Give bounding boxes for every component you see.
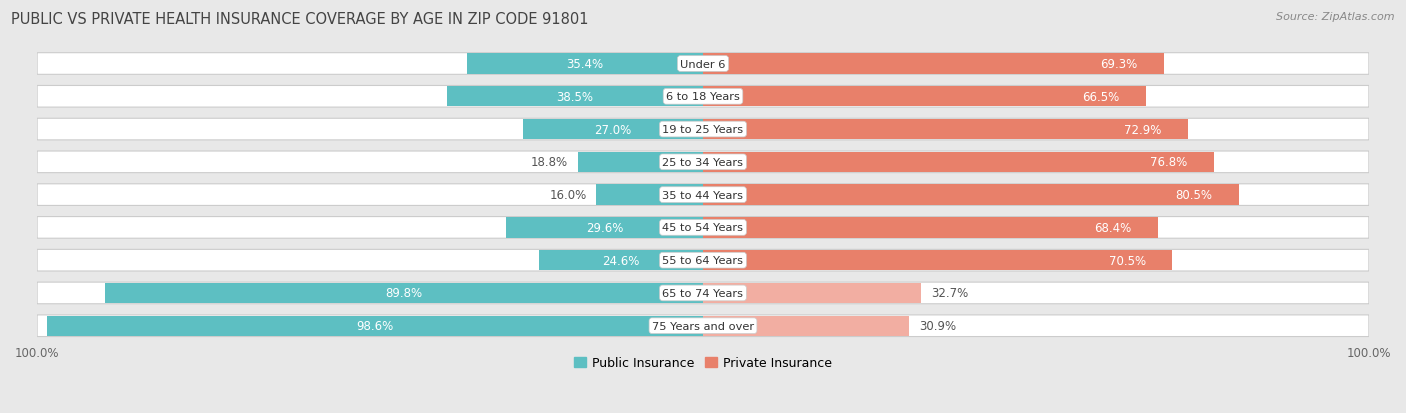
Bar xyxy=(506,218,703,238)
Bar xyxy=(46,316,703,336)
Bar xyxy=(703,54,1164,74)
Text: 6 to 18 Years: 6 to 18 Years xyxy=(666,92,740,102)
Text: 29.6%: 29.6% xyxy=(586,221,623,234)
Text: Source: ZipAtlas.com: Source: ZipAtlas.com xyxy=(1277,12,1395,22)
Text: 27.0%: 27.0% xyxy=(595,123,631,136)
Legend: Public Insurance, Private Insurance: Public Insurance, Private Insurance xyxy=(568,351,838,374)
Text: 45 to 54 Years: 45 to 54 Years xyxy=(662,223,744,233)
Text: 75 Years and over: 75 Years and over xyxy=(652,321,754,331)
Bar xyxy=(523,120,703,140)
Bar xyxy=(703,250,1173,271)
Text: 35.4%: 35.4% xyxy=(567,58,603,71)
Bar xyxy=(703,316,908,336)
FancyBboxPatch shape xyxy=(37,119,1369,140)
Text: 72.9%: 72.9% xyxy=(1125,123,1161,136)
Text: 38.5%: 38.5% xyxy=(557,90,593,104)
Text: 69.3%: 69.3% xyxy=(1101,58,1137,71)
Text: 55 to 64 Years: 55 to 64 Years xyxy=(662,256,744,266)
Bar xyxy=(703,218,1159,238)
Text: 89.8%: 89.8% xyxy=(385,287,423,300)
Bar xyxy=(447,87,703,107)
Text: PUBLIC VS PRIVATE HEALTH INSURANCE COVERAGE BY AGE IN ZIP CODE 91801: PUBLIC VS PRIVATE HEALTH INSURANCE COVER… xyxy=(11,12,589,27)
Text: 24.6%: 24.6% xyxy=(602,254,640,267)
Bar xyxy=(703,283,921,304)
Text: 66.5%: 66.5% xyxy=(1081,90,1119,104)
FancyBboxPatch shape xyxy=(37,250,1369,271)
FancyBboxPatch shape xyxy=(37,315,1369,337)
Text: 16.0%: 16.0% xyxy=(550,189,586,202)
Text: 76.8%: 76.8% xyxy=(1150,156,1188,169)
Bar xyxy=(578,152,703,173)
Text: 19 to 25 Years: 19 to 25 Years xyxy=(662,125,744,135)
Bar xyxy=(467,54,703,74)
Text: 80.5%: 80.5% xyxy=(1175,189,1212,202)
FancyBboxPatch shape xyxy=(37,54,1369,75)
Bar xyxy=(703,87,1146,107)
Text: 68.4%: 68.4% xyxy=(1094,221,1132,234)
FancyBboxPatch shape xyxy=(37,282,1369,304)
Bar xyxy=(703,120,1188,140)
Text: Under 6: Under 6 xyxy=(681,59,725,69)
FancyBboxPatch shape xyxy=(37,86,1369,108)
Bar xyxy=(703,152,1215,173)
Text: 18.8%: 18.8% xyxy=(530,156,568,169)
Bar xyxy=(703,185,1239,205)
FancyBboxPatch shape xyxy=(37,152,1369,173)
FancyBboxPatch shape xyxy=(37,184,1369,206)
Text: 65 to 74 Years: 65 to 74 Years xyxy=(662,288,744,298)
Bar xyxy=(105,283,703,304)
Bar xyxy=(540,250,703,271)
Text: 98.6%: 98.6% xyxy=(356,319,394,332)
Text: 32.7%: 32.7% xyxy=(931,287,967,300)
Text: 35 to 44 Years: 35 to 44 Years xyxy=(662,190,744,200)
Text: 25 to 34 Years: 25 to 34 Years xyxy=(662,157,744,167)
Text: 30.9%: 30.9% xyxy=(918,319,956,332)
FancyBboxPatch shape xyxy=(37,217,1369,239)
Bar xyxy=(596,185,703,205)
Text: 70.5%: 70.5% xyxy=(1108,254,1146,267)
